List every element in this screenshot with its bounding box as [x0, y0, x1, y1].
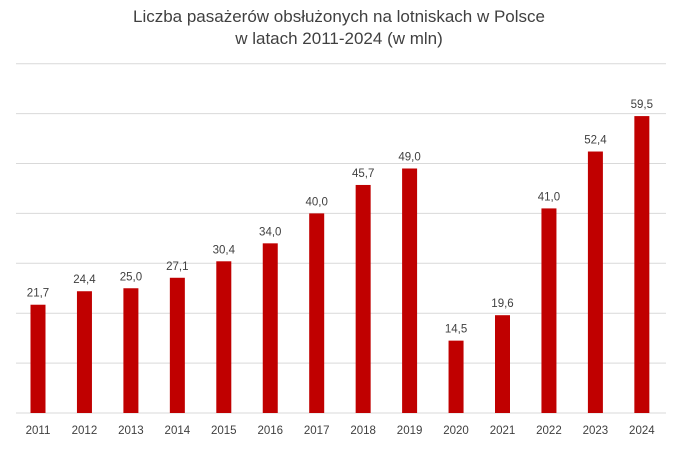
data-label-2024: 59,5 [631, 99, 653, 111]
bar-2013 [123, 288, 139, 413]
data-label-2019: 49,0 [398, 151, 420, 163]
x-tick-label-2020: 2020 [443, 425, 469, 437]
x-tick-label-2011: 2011 [26, 425, 51, 437]
data-label-2015: 30,4 [213, 244, 236, 256]
bar-2017 [309, 213, 325, 413]
data-label-2016: 34,0 [259, 226, 281, 238]
data-label-2017: 40,0 [306, 196, 328, 208]
x-tick-label-2017: 2017 [304, 425, 330, 437]
x-tick-label-2016: 2016 [257, 425, 283, 437]
bar-2022 [541, 208, 557, 413]
data-label-2023: 52,4 [584, 135, 607, 147]
x-tick-label-2015: 2015 [211, 425, 237, 437]
x-tick-label-2014: 2014 [165, 425, 191, 437]
data-label-2018: 45,7 [352, 168, 374, 180]
x-tick-label-2018: 2018 [350, 425, 376, 437]
x-tick-label-2012: 2012 [72, 425, 98, 437]
data-label-2021: 19,6 [491, 298, 513, 310]
data-label-2020: 14,5 [445, 324, 467, 336]
x-tick-label-2019: 2019 [397, 425, 423, 437]
bar-2014 [169, 277, 185, 413]
data-label-2011: 21,7 [27, 288, 49, 300]
x-tick-label-2022: 2022 [536, 425, 562, 437]
x-tick-label-2023: 2023 [583, 425, 609, 437]
x-tick-label-2013: 2013 [118, 425, 144, 437]
x-tick-label-2021: 2021 [490, 425, 516, 437]
bar-2018 [355, 184, 371, 413]
data-label-2022: 41,0 [538, 191, 560, 203]
data-label-2013: 25,0 [120, 271, 142, 283]
bar-2011 [30, 304, 46, 413]
bar-2015 [216, 261, 232, 413]
bar-2021 [495, 315, 510, 413]
bar-2019 [402, 168, 418, 413]
x-tick-label-2024: 2024 [629, 425, 655, 437]
bar-2023 [587, 151, 603, 413]
bar-2024 [634, 116, 650, 413]
bar-2012 [76, 291, 92, 413]
bar-2020 [448, 340, 464, 413]
chart-title-line-1: Liczba pasażerów obsłużonych na lotniska… [132, 7, 545, 26]
data-label-2012: 24,4 [73, 274, 96, 286]
chart-title-line-2: w latach 2011-2024 (w mln) [235, 29, 443, 48]
bar-2016 [262, 243, 278, 413]
data-label-2014: 27,1 [166, 261, 188, 273]
